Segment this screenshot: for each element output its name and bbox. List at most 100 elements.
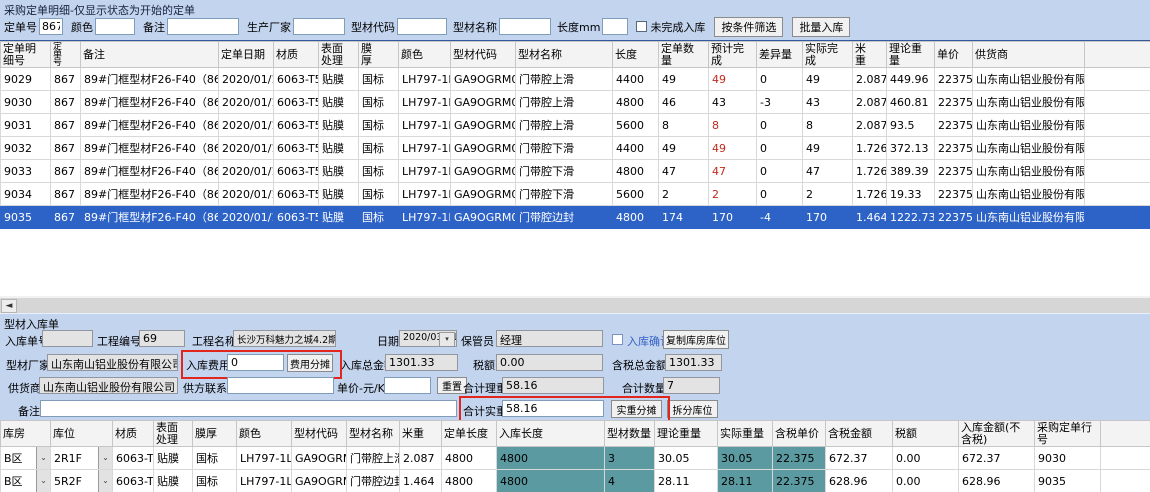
table-cell[interactable]: 国标 [192,469,237,492]
table-cell[interactable]: 1.726 [852,182,887,206]
table-cell[interactable]: GA9OGRM03 [450,90,516,114]
table-cell[interactable] [1084,182,1150,206]
column-header[interactable]: 定 单 号 [50,41,81,68]
column-header[interactable]: 型材名称 [515,41,613,68]
table-cell[interactable]: 0.00 [892,469,959,492]
table-cell[interactable]: 672.37 [958,446,1035,470]
table-cell[interactable]: 1.464 [852,205,887,229]
table-cell[interactable]: 9035 [0,205,51,229]
table-cell[interactable]: 国标 [358,205,399,229]
table-cell[interactable]: 867 [50,90,81,114]
table-row[interactable]: 903486789#门框型材F26-F40（866+867）2020/01/13… [0,182,1150,206]
table-cell[interactable]: 49 [802,136,853,160]
table-cell[interactable]: 4800 [441,469,497,492]
table-cell[interactable]: 867 [50,136,81,160]
table-cell[interactable]: 0 [756,159,803,183]
table-row[interactable]: 903586789#门框型材F26-F40（866+867）2020/01/13… [0,205,1150,229]
table-cell[interactable]: 22375 [934,90,973,114]
fee-share-button[interactable]: 费用分摊 [287,354,333,372]
table-cell[interactable]: 山东南山铝业股份有限公司 [972,159,1085,183]
table-cell[interactable]: 2.087 [399,446,442,470]
column-header[interactable]: 定单日期 [218,41,274,68]
combo-dropdown-icon[interactable]: ⌄ [98,447,112,469]
table-cell[interactable]: 22375 [934,205,973,229]
table-cell[interactable]: 国标 [192,446,237,470]
table-cell[interactable]: 47 [658,159,709,183]
table-cell[interactable]: GA9OGRM05 [291,469,347,492]
table-cell[interactable]: 门带腔上滑 [346,446,400,470]
column-header[interactable]: 颜色 [236,420,292,447]
table-cell[interactable]: 867 [50,159,81,183]
table-cell[interactable]: 49 [802,67,853,91]
table-cell[interactable]: B区 ⌄ [0,446,51,470]
table-cell[interactable]: 2 [658,182,709,206]
column-header[interactable]: 预计完 成 [708,41,757,68]
table-cell[interactable]: 2R1F ⌄ [50,446,113,470]
table-cell[interactable]: 4800 [496,446,605,470]
profile-name-input[interactable] [499,18,551,35]
table-cell[interactable]: LH797-1LL0 [398,90,451,114]
table-cell[interactable]: 贴膜 [318,159,359,183]
table-cell[interactable]: 49 [658,136,709,160]
calendar-dropdown-icon[interactable]: ▾ [439,332,455,346]
table-row[interactable]: 903386789#门框型材F26-F40（866+867）2020/01/13… [0,159,1150,183]
table-cell[interactable]: 贴膜 [318,113,359,137]
column-header[interactable]: 含税金额 [825,420,893,447]
table-cell[interactable]: 22375 [934,113,973,137]
table-cell[interactable]: 贴膜 [318,67,359,91]
total-actual-weight-input[interactable] [502,400,604,417]
table-cell[interactable]: 170 [802,205,853,229]
table-cell[interactable] [1084,136,1150,160]
table-cell[interactable]: 国标 [358,113,399,137]
table-cell[interactable]: 9034 [0,182,51,206]
table-cell[interactable]: 89#门框型材F26-F40（866+867） [80,90,219,114]
table-cell[interactable]: 6063-T5 [273,113,319,137]
column-header[interactable]: 备注 [80,41,219,68]
table-cell[interactable]: 国标 [358,136,399,160]
table-cell[interactable] [1100,469,1150,492]
combo-dropdown-icon[interactable]: ⌄ [36,447,50,469]
column-header[interactable]: 型材数量 [604,420,655,447]
table-cell[interactable]: GA9OGRM03 [450,67,516,91]
column-header[interactable]: 米 重 [852,41,887,68]
table-cell[interactable]: 628.96 [958,469,1035,492]
table-cell[interactable]: 174 [658,205,709,229]
column-header[interactable]: 供货商 [972,41,1085,68]
table-cell[interactable]: 49 [708,136,757,160]
column-header[interactable] [1100,420,1150,447]
table-cell[interactable]: 0 [756,136,803,160]
inbound-fee-input[interactable] [227,354,284,371]
table-row[interactable]: 903286789#门框型材F26-F40（866+867）2020/01/13… [0,136,1150,160]
table-cell[interactable]: 2020/01/13 [218,90,274,114]
table-cell[interactable]: 门带腔上滑 [515,67,613,91]
column-header[interactable]: 型材代码 [450,41,516,68]
table-cell[interactable]: 460.81 [886,90,935,114]
table-cell[interactable]: LH797-1LL0 [398,205,451,229]
table-cell[interactable]: 89#门框型材F26-F40（866+867） [80,205,219,229]
column-header[interactable]: 含税单价 [772,420,826,447]
table-cell[interactable]: 46 [658,90,709,114]
column-header[interactable]: 颜色 [398,41,451,68]
column-header[interactable]: 米重 [399,420,442,447]
unit-price-input[interactable] [384,377,431,394]
table-cell[interactable]: 4800 [441,446,497,470]
table-cell[interactable]: 4800 [612,159,659,183]
table-cell[interactable]: 1.464 [399,469,442,492]
table-cell[interactable]: LH797-1LL0 [398,113,451,137]
column-header[interactable]: 库位 [50,420,113,447]
table-cell[interactable]: 672.37 [825,446,893,470]
table-cell[interactable]: 170 [708,205,757,229]
table-cell[interactable]: 国标 [358,90,399,114]
table-row[interactable]: B区⌄5R2F⌄6063-T5贴膜国标LH797-1LL0GA9OGRM05门带… [0,469,1150,492]
table-cell[interactable]: GA9OGRM03 [291,446,347,470]
table-cell[interactable]: 贴膜 [153,469,193,492]
table-cell[interactable]: 6063-T5 [273,205,319,229]
column-header[interactable]: 定单长度 [441,420,497,447]
column-header[interactable]: 理论重量 [654,420,718,447]
table-cell[interactable]: 2020/01/13 [218,205,274,229]
column-header[interactable]: 理论重 量 [886,41,935,68]
table-cell[interactable]: 山东南山铝业股份有限公司 [972,182,1085,206]
table-cell[interactable]: 6063-T5 [273,67,319,91]
column-header[interactable]: 膜 厚 [358,41,399,68]
table-cell[interactable]: 628.96 [825,469,893,492]
